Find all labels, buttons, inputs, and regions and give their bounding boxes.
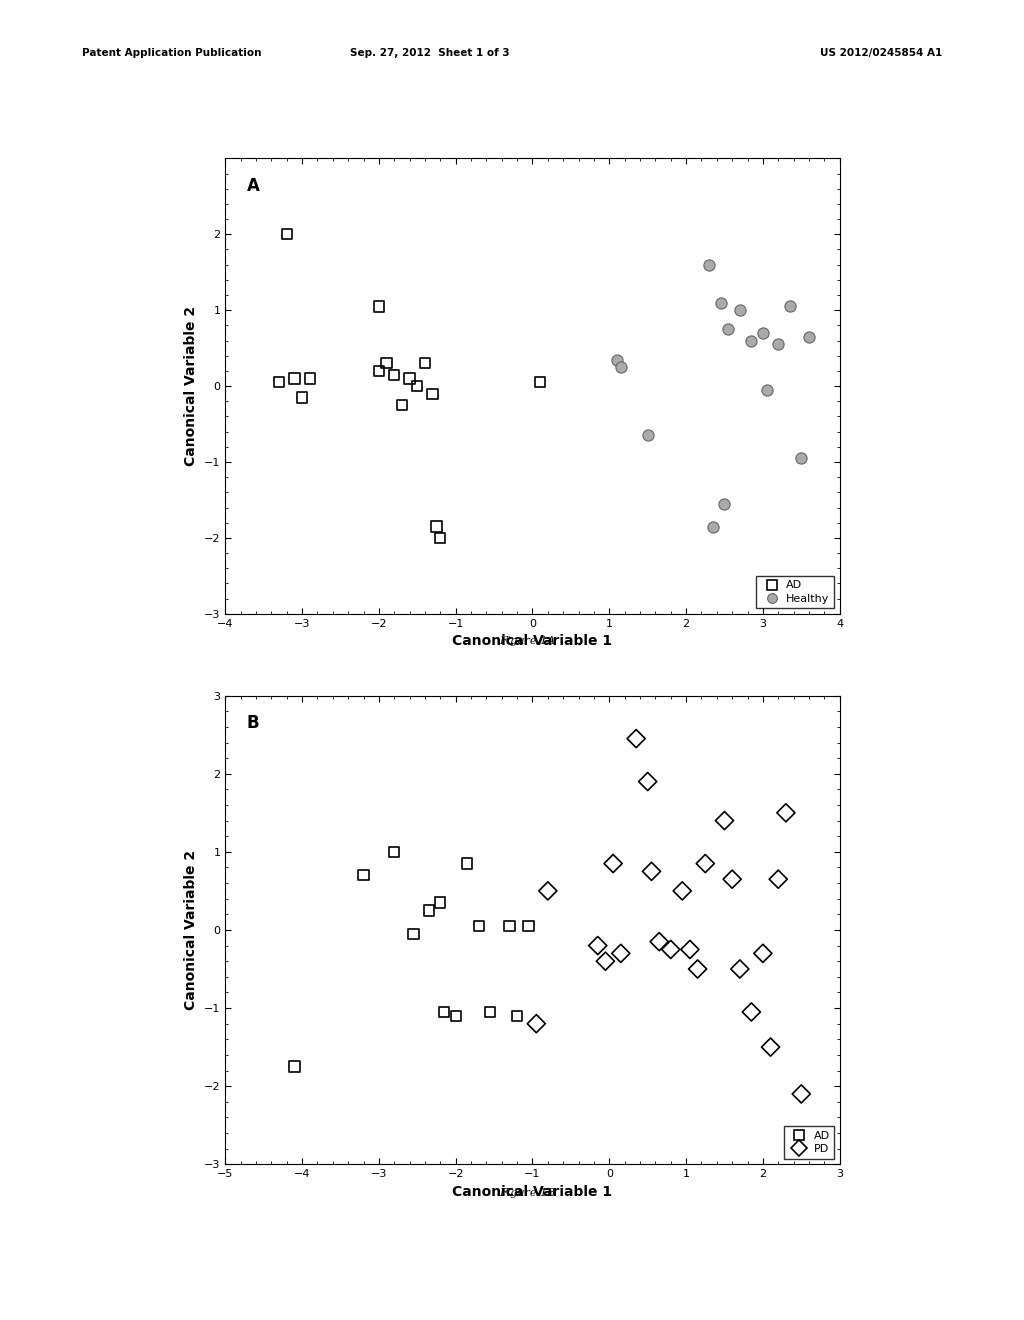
Point	[294, 387, 310, 408]
Point	[436, 1002, 453, 1023]
Text: Figure 1B: Figure 1B	[500, 1188, 555, 1199]
Point	[770, 334, 786, 355]
Point	[743, 1002, 760, 1023]
Point	[355, 865, 372, 886]
Point	[762, 1036, 778, 1057]
Point	[459, 853, 475, 874]
Point	[705, 516, 721, 537]
Point	[432, 892, 449, 913]
Point	[720, 318, 736, 339]
Point	[639, 771, 655, 792]
Point	[287, 1056, 303, 1077]
Point	[700, 253, 717, 276]
Legend: AD, PD: AD, PD	[783, 1126, 835, 1159]
Text: US 2012/0245854 A1: US 2012/0245854 A1	[820, 48, 942, 58]
Point	[417, 352, 433, 374]
Point	[801, 326, 817, 347]
Text: Sep. 27, 2012  Sheet 1 of 3: Sep. 27, 2012 Sheet 1 of 3	[350, 48, 510, 58]
Point	[406, 923, 422, 944]
Point	[482, 1002, 499, 1023]
Point	[717, 494, 733, 515]
Point	[674, 880, 690, 902]
Point	[421, 900, 437, 921]
Point	[639, 425, 656, 446]
Point	[605, 853, 622, 874]
Text: Figure 1A: Figure 1A	[500, 636, 555, 647]
Point	[371, 296, 387, 317]
Point	[528, 1014, 545, 1035]
Point	[532, 372, 549, 393]
Point	[793, 1084, 809, 1105]
Point	[271, 372, 288, 393]
Point	[651, 931, 668, 952]
Point	[628, 729, 644, 750]
Point	[793, 447, 809, 469]
X-axis label: Canonical Variable 1: Canonical Variable 1	[453, 1184, 612, 1199]
Point	[717, 810, 733, 832]
Point	[410, 375, 426, 396]
Point	[424, 383, 440, 404]
Point	[447, 1006, 464, 1027]
Point	[608, 348, 625, 370]
Point	[386, 841, 402, 862]
Y-axis label: Canonical Variable 2: Canonical Variable 2	[184, 850, 199, 1010]
X-axis label: Canonical Variable 1: Canonical Variable 1	[453, 634, 612, 648]
Point	[520, 916, 537, 937]
Point	[590, 935, 606, 956]
Point	[759, 379, 775, 400]
Point	[724, 869, 740, 890]
Point	[778, 803, 795, 824]
Point	[770, 869, 786, 890]
Point	[386, 364, 402, 385]
Text: A: A	[247, 177, 260, 194]
Point	[689, 958, 706, 979]
Point	[612, 356, 629, 378]
Point	[781, 296, 798, 317]
Point	[540, 880, 556, 902]
Point	[755, 942, 771, 964]
Point	[470, 916, 487, 937]
Point	[501, 916, 517, 937]
Point	[731, 300, 748, 321]
Point	[731, 958, 748, 979]
Point	[279, 224, 295, 246]
Point	[401, 368, 418, 389]
Point	[713, 292, 729, 313]
Point	[287, 368, 303, 389]
Point	[432, 527, 449, 549]
Point	[509, 1006, 525, 1027]
Text: B: B	[247, 714, 259, 733]
Point	[612, 942, 629, 964]
Point	[743, 330, 760, 351]
Point	[697, 853, 714, 874]
Point	[379, 352, 395, 374]
Point	[301, 368, 317, 389]
Point	[755, 322, 771, 343]
Point	[597, 950, 613, 972]
Y-axis label: Canonical Variable 2: Canonical Variable 2	[184, 306, 199, 466]
Text: Patent Application Publication: Patent Application Publication	[82, 48, 261, 58]
Legend: AD, Healthy: AD, Healthy	[757, 576, 835, 609]
Point	[371, 360, 387, 381]
Point	[682, 939, 698, 960]
Point	[428, 516, 444, 537]
Point	[643, 861, 659, 882]
Point	[663, 939, 679, 960]
Point	[393, 395, 410, 416]
